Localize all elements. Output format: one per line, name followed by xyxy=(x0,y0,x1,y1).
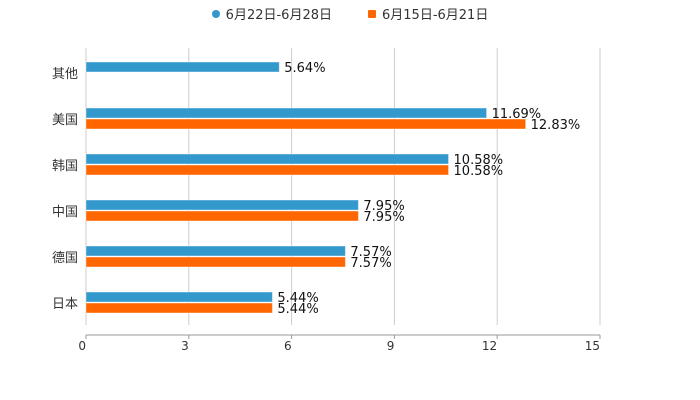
x-tick-label: 9 xyxy=(387,339,395,353)
bar-2 xyxy=(85,256,346,268)
legend: 6月22日-6月28日 6月15日-6月21日 xyxy=(0,4,700,23)
legend-marker-series-1 xyxy=(211,9,220,18)
y-category-label: 其他 xyxy=(52,67,78,82)
legend-label-series-2: 6月15日-6月21日 xyxy=(382,8,489,23)
y-category-label: 德国 xyxy=(52,251,78,266)
x-tick-label: 15 xyxy=(585,339,600,353)
data-label: 7.57% xyxy=(350,256,391,271)
data-label: 10.58% xyxy=(454,164,504,179)
legend-marker-series-2 xyxy=(368,9,376,18)
data-label: 7.95% xyxy=(363,199,404,214)
data-label: 12.83% xyxy=(531,118,581,133)
bar-1 xyxy=(85,291,273,303)
bar-1 xyxy=(85,199,359,211)
legend-item-series-1[interactable]: 6月22日-6月28日 xyxy=(211,4,332,23)
data-label: 7.95% xyxy=(363,210,404,225)
bar-2 xyxy=(85,302,273,314)
bar-1 xyxy=(85,107,488,119)
x-tick-label: 3 xyxy=(181,339,189,353)
y-category-label: 美国 xyxy=(52,113,78,128)
x-tick-label: 0 xyxy=(78,339,86,353)
bar-1 xyxy=(85,245,346,257)
bar-2 xyxy=(85,164,450,176)
x-tick-label: 6 xyxy=(284,339,292,353)
data-label: 5.64% xyxy=(284,61,325,76)
x-tick-label: 12 xyxy=(482,339,497,353)
data-label: 7.57% xyxy=(350,245,391,260)
legend-item-series-2[interactable]: 6月15日-6月21日 xyxy=(368,4,488,23)
data-label: 5.44% xyxy=(277,302,318,317)
data-label: 10.58% xyxy=(454,153,504,168)
y-category-label: 中国 xyxy=(52,205,78,220)
legend-label-series-1: 6月22日-6月28日 xyxy=(225,8,332,23)
data-label: 11.69% xyxy=(492,107,542,122)
bar-2 xyxy=(85,210,359,222)
y-category-label: 韩国 xyxy=(52,159,78,174)
data-label: 5.44% xyxy=(277,291,318,306)
bar-1 xyxy=(85,153,450,165)
bar-2 xyxy=(85,118,527,130)
bar-1 xyxy=(85,61,280,73)
y-category-label: 日本 xyxy=(52,297,78,312)
